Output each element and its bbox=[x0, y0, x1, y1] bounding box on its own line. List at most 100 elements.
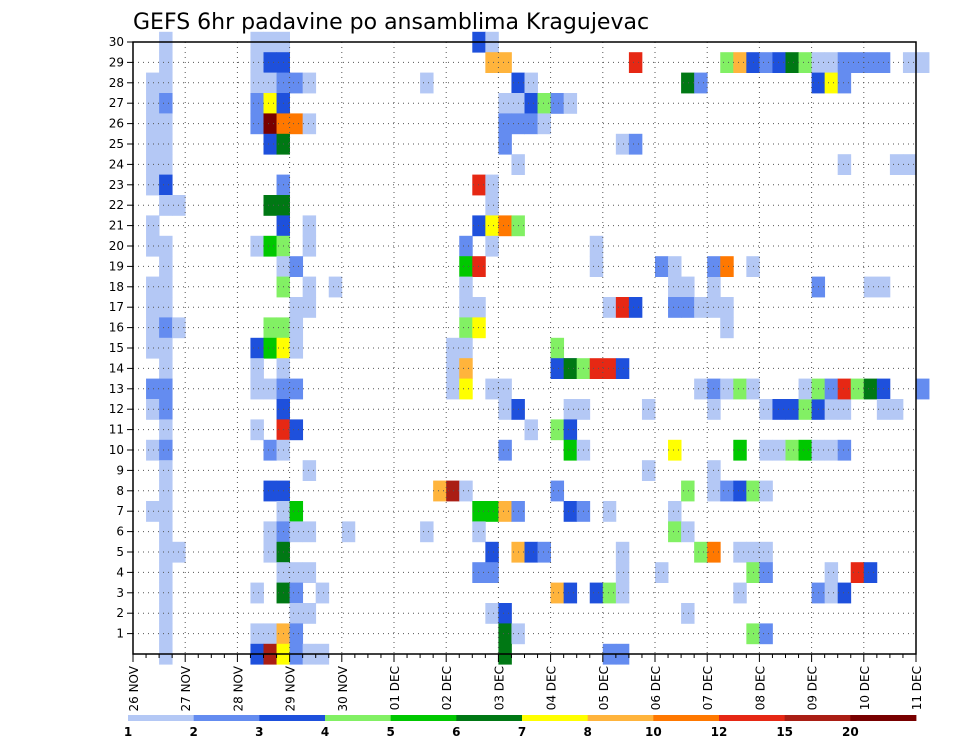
heatmap-cell bbox=[785, 399, 799, 420]
heatmap-cell bbox=[498, 399, 512, 420]
heatmap-cell bbox=[902, 52, 917, 73]
heatmap-cell bbox=[263, 378, 277, 400]
colorbar-label: 5 bbox=[386, 725, 394, 739]
heatmap-cell bbox=[146, 439, 160, 461]
heatmap-cell bbox=[602, 582, 617, 604]
heatmap-cell bbox=[850, 562, 865, 583]
heatmap-cell bbox=[785, 52, 799, 73]
heatmap-cell bbox=[302, 297, 317, 318]
x-tick-label: 10 DEC bbox=[858, 666, 872, 710]
heatmap-cell bbox=[263, 541, 277, 563]
heatmap-cell bbox=[159, 460, 173, 481]
y-tick-label: 23 bbox=[109, 178, 124, 192]
heatmap-cell bbox=[563, 582, 578, 604]
heatmap-cell bbox=[733, 480, 747, 502]
heatmap-cell bbox=[250, 113, 264, 135]
heatmap-cell bbox=[563, 501, 578, 522]
heatmap-cell bbox=[159, 378, 173, 400]
y-tick-label: 22 bbox=[109, 198, 124, 212]
heatmap-cell bbox=[146, 72, 160, 94]
heatmap-cell bbox=[159, 419, 173, 441]
heatmap-cell bbox=[420, 72, 434, 94]
heatmap-cell bbox=[916, 378, 930, 400]
heatmap-cell bbox=[602, 297, 617, 318]
colorbar-segment bbox=[653, 715, 720, 721]
heatmap-cell bbox=[589, 358, 604, 379]
heatmap-cell bbox=[720, 317, 734, 339]
heatmap-cell bbox=[302, 603, 317, 624]
y-tick-label: 12 bbox=[109, 402, 124, 416]
heatmap-cell bbox=[537, 541, 551, 563]
heatmap-cell bbox=[498, 501, 512, 522]
heatmap-cell bbox=[159, 154, 173, 175]
colorbar-segment bbox=[719, 715, 786, 721]
heatmap-cell bbox=[263, 195, 277, 216]
heatmap-cell bbox=[615, 133, 630, 155]
heatmap-cell bbox=[798, 52, 812, 73]
heatmap-cell bbox=[159, 93, 173, 114]
heatmap-cell bbox=[459, 235, 473, 257]
colorbar-label: 10 bbox=[645, 725, 662, 739]
heatmap-cell bbox=[302, 113, 317, 135]
heatmap-cell bbox=[837, 52, 852, 73]
y-tick-label: 16 bbox=[109, 321, 124, 335]
heatmap-cell bbox=[250, 52, 264, 73]
heatmap-cell bbox=[602, 501, 617, 522]
heatmap-cell bbox=[159, 358, 173, 379]
heatmap-cell bbox=[563, 439, 578, 461]
heatmap-cell bbox=[146, 113, 160, 135]
heatmap-cell bbox=[615, 582, 630, 604]
heatmap-cell bbox=[263, 133, 277, 155]
y-tick-label: 30 bbox=[109, 35, 124, 49]
heatmap-cell bbox=[668, 276, 682, 298]
heatmap-cell bbox=[772, 399, 786, 420]
heatmap-cell bbox=[759, 480, 773, 502]
heatmap-cell bbox=[146, 317, 160, 339]
heatmap-cell bbox=[446, 480, 460, 502]
heatmap-cell bbox=[289, 501, 304, 522]
y-axis: 1234567891011121314151617181920212223242… bbox=[109, 35, 133, 641]
heatmap-cell bbox=[602, 358, 617, 379]
heatmap-cell bbox=[446, 378, 460, 400]
heatmap-cell bbox=[159, 623, 173, 645]
heatmap-cell bbox=[302, 460, 317, 481]
heatmap-cell bbox=[537, 113, 551, 135]
heatmap-cell bbox=[485, 562, 499, 583]
colorbar-label: 4 bbox=[321, 725, 329, 739]
heatmap-cell bbox=[837, 378, 852, 400]
heatmap-cell bbox=[289, 603, 304, 624]
x-tick-label: 30 NOV bbox=[336, 665, 350, 711]
y-tick-label: 5 bbox=[116, 545, 124, 559]
heatmap-cell bbox=[289, 419, 304, 441]
heatmap-cell bbox=[681, 480, 695, 502]
heatmap-cell bbox=[289, 72, 304, 94]
heatmap-cell bbox=[628, 133, 643, 155]
y-tick-label: 15 bbox=[109, 341, 124, 355]
heatmap-cell bbox=[485, 378, 499, 400]
heatmap-cell bbox=[759, 399, 773, 420]
heatmap-cell bbox=[759, 562, 773, 583]
heatmap-cell bbox=[263, 235, 277, 257]
heatmap-cell bbox=[250, 582, 264, 604]
heatmap-cell bbox=[824, 562, 839, 583]
heatmap-cell bbox=[485, 235, 499, 257]
heatmap-cell bbox=[694, 297, 708, 318]
heatmap-cell bbox=[250, 93, 264, 114]
heatmap-cell bbox=[472, 215, 486, 237]
heatmap-cell bbox=[524, 72, 538, 94]
heatmap-cell bbox=[289, 337, 304, 359]
heatmap-cell bbox=[824, 399, 839, 420]
heatmap-cell bbox=[720, 52, 734, 73]
y-tick-label: 28 bbox=[109, 76, 124, 90]
heatmap-cell bbox=[824, 582, 839, 604]
heatmap-cell bbox=[668, 439, 682, 461]
heatmap-cell bbox=[524, 419, 538, 441]
heatmap-cell bbox=[837, 399, 852, 420]
x-tick-label: 11 DEC bbox=[910, 666, 924, 710]
heatmap-cell bbox=[589, 256, 604, 277]
heatmap-cell bbox=[628, 297, 643, 318]
heatmap-cell bbox=[615, 297, 630, 318]
heatmap-cell bbox=[459, 358, 473, 379]
heatmap-cell bbox=[550, 480, 565, 502]
heatmap-cell bbox=[863, 52, 878, 73]
